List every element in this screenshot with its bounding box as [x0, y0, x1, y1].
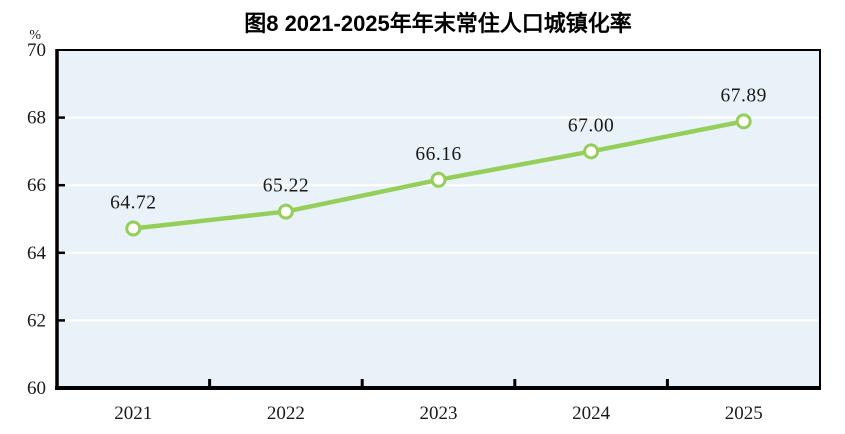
y-axis-tick-label: 60	[27, 378, 46, 399]
data-point-marker	[430, 171, 447, 188]
y-axis-tick-label: 68	[27, 108, 46, 129]
data-point-label: 66.16	[415, 144, 461, 165]
x-axis-tick-label: 2024	[572, 403, 611, 424]
y-axis-unit-label: %	[29, 28, 41, 43]
y-axis-tick-label: 70	[27, 40, 46, 61]
data-point-marker	[735, 113, 752, 130]
plot-area: 60 62 64 66 68 70 2021 2022 2023 2024 2025 64.72 65.…	[27, 40, 821, 424]
x-axis-tick-label: 2021	[114, 403, 152, 424]
data-point-label: 65.22	[263, 176, 309, 197]
plot-background	[56, 49, 821, 389]
data-point-marker	[125, 220, 142, 237]
data-point-marker	[583, 143, 600, 160]
y-axis-tick-label: 64	[27, 243, 47, 264]
x-axis-tick-label: 2022	[267, 403, 305, 424]
y-axis-tick-label: 66	[27, 175, 46, 196]
data-point-marker	[277, 203, 294, 220]
data-point-label: 67.00	[568, 115, 614, 136]
y-axis-tick-label: 62	[27, 310, 46, 331]
data-point-label: 64.72	[110, 192, 156, 213]
chart-title: 图8 2021-2025年年末常住人口城镇化率	[244, 11, 632, 36]
data-point-label: 67.89	[721, 85, 767, 106]
x-axis-tick-label: 2023	[420, 403, 458, 424]
x-axis-tick-label: 2025	[725, 403, 763, 424]
